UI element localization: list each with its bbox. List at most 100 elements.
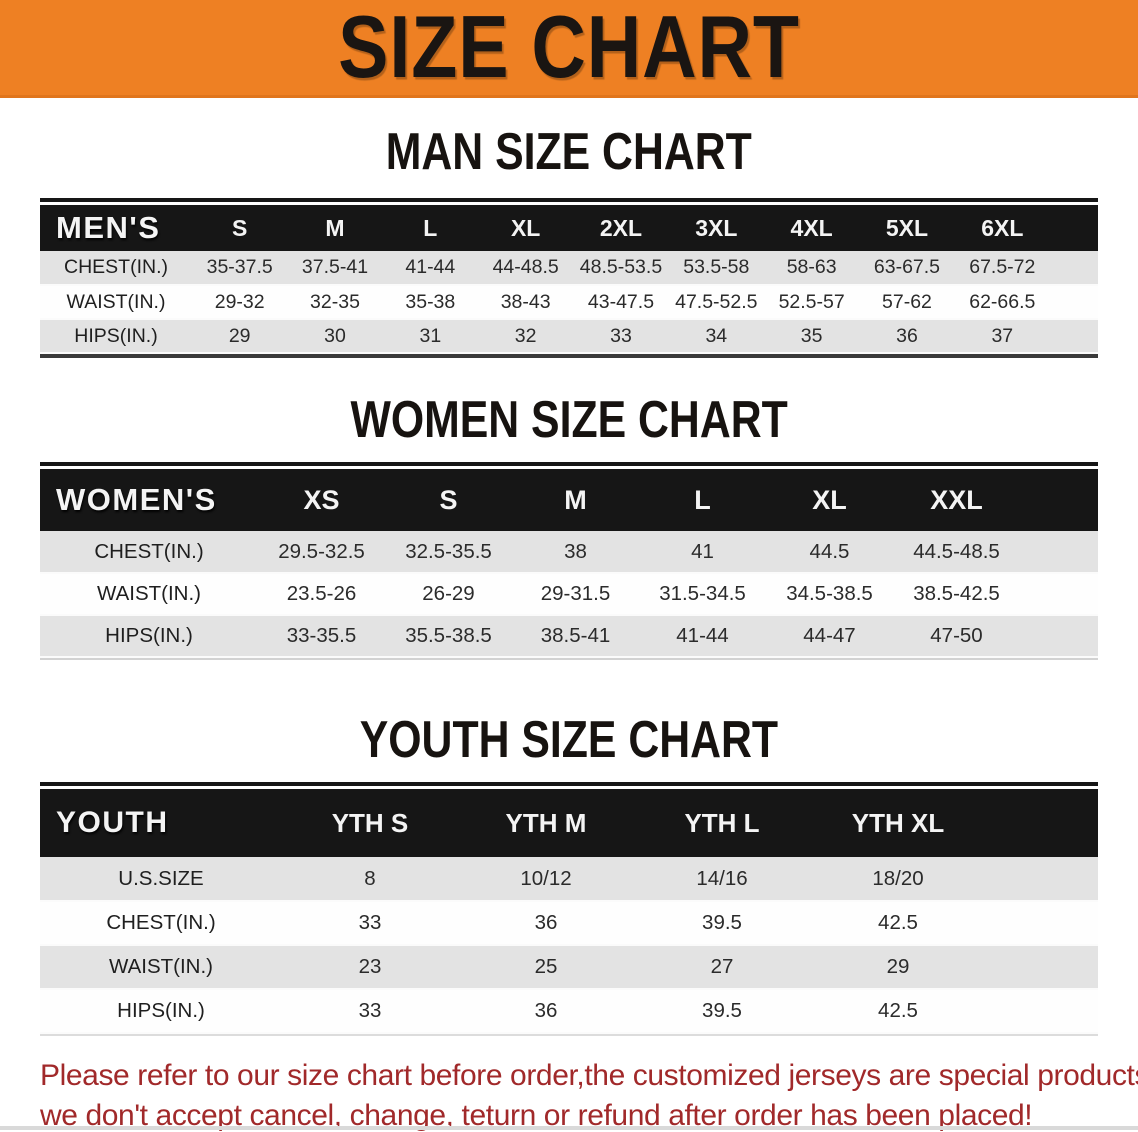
men-size-table: MEN'S S M L XL 2XL 3XL 4XL 5XL 6XL CHEST(IN.) 35-37… [40,205,1098,354]
banner: SIZE CHART [0,0,1138,98]
women-size-col-xxl: XXL [930,484,983,515]
men-row-waist-in: WAIST(IN.) 29-32 32-35 35-38 38-43 43-47.5 47.… [40,285,1098,320]
women-chest-in-xxl: 44.5-48.5 [893,531,1020,574]
women-row-filler [1020,573,1098,616]
youth-size-col-yth-xl: YTH XL [851,807,945,838]
women-waist-in-m: 29-31.5 [512,573,639,616]
women-size-table: WOMEN'S XS S M L XL XXL CHEST(IN.) 29.5-32.5 32.5… [40,469,1098,658]
women-size-col-l: L [694,484,711,515]
youth-table-title: YOUTH [56,806,169,839]
women-table-title: WOMEN'S [56,482,217,517]
women-size-col-xl: XL [812,484,847,515]
women-row-label-waist-in: WAIST(IN.) [40,573,258,616]
youth-row-u-s-size: U.S.SIZE 8 10/12 14/16 18/20 [40,857,1098,902]
youth-row-filler [986,857,1098,902]
page-title: SIZE CHART [338,0,800,97]
youth-row-filler [986,945,1098,990]
men-hips-in-s: 29 [192,319,288,354]
youth-row-hips-in: HIPS(IN.) 33 36 39.5 42.5 [40,989,1098,1034]
women-chest-in-s: 32.5-35.5 [385,531,512,574]
women-hips-in-l: 41-44 [639,615,766,658]
women-header-row: WOMEN'S XS S M L XL XXL [40,469,1098,531]
men-waist-in-3xl: 47.5-52.5 [668,285,764,320]
youth-waist-in-yth-l: 27 [634,945,810,990]
youth-hips-in-yth-l: 39.5 [634,989,810,1034]
women-waist-in-xs: 23.5-26 [258,573,385,616]
footer-notice-line1: Please refer to our size chart before or… [40,1059,1138,1092]
youth-row-filler [986,901,1098,946]
youth-row-filler [986,989,1098,1034]
men-size-col-4xl: 4XL [790,214,833,241]
men-chest-in-2xl: 48.5-53.5 [573,251,669,286]
youth-size-table-container: YOUTH YTH S YTH M YTH L YTH XL U.S.SIZE 8 10/12… [40,782,1098,1036]
bottom-divider [0,1126,1138,1130]
men-header-row: MEN'S S M L XL 2XL 3XL 4XL 5XL 6XL [40,205,1098,251]
youth-section-heading: YOUTH SIZE CHART [0,710,1138,768]
women-waist-in-s: 26-29 [385,573,512,616]
youth-waist-in-yth-s: 23 [282,945,458,990]
men-waist-in-4xl: 52.5-57 [763,285,860,320]
men-size-col-m: M [325,214,345,241]
youth-row-waist-in: WAIST(IN.) 23 25 27 29 [40,945,1098,990]
men-row-chest-in: CHEST(IN.) 35-37.5 37.5-41 41-44 44-48.5 48.5… [40,251,1098,286]
youth-u-s-size-yth-xl: 18/20 [810,857,986,902]
men-chest-in-6xl: 67.5-72 [954,251,1050,286]
men-chest-in-m: 37.5-41 [287,251,383,286]
women-row-label-hips-in: HIPS(IN.) [40,615,258,658]
women-size-col-xs: XS [303,484,340,515]
women-chest-in-l: 41 [639,531,766,574]
men-hips-in-xl: 32 [477,319,574,354]
men-waist-in-xl: 38-43 [477,285,574,320]
men-chest-in-3xl: 53.5-58 [668,251,764,286]
men-row-hips-in: HIPS(IN.) 29 30 31 32 33 34 35 36 37 [40,319,1098,354]
men-hips-in-2xl: 33 [573,319,669,354]
women-section-heading: WOMEN SIZE CHART [0,389,1138,449]
men-chest-in-s: 35-37.5 [192,251,288,286]
men-row-filler [1050,285,1098,320]
men-row-label-hips-in: HIPS(IN.) [40,319,192,354]
men-hips-in-4xl: 35 [763,319,860,354]
women-header-filler [1020,469,1098,531]
youth-waist-in-yth-xl: 29 [810,945,986,990]
youth-chest-in-yth-xl: 42.5 [810,901,986,946]
youth-u-s-size-yth-s: 8 [282,857,458,902]
women-chest-in-xl: 44.5 [766,531,893,574]
men-size-col-5xl: 5XL [885,214,929,241]
youth-size-col-yth-l: YTH L [684,807,760,838]
youth-chest-in-yth-l: 39.5 [634,901,810,946]
women-hips-in-m: 38.5-41 [512,615,639,658]
men-row-label-chest-in: CHEST(IN.) [40,251,192,286]
women-waist-in-xxl: 38.5-42.5 [893,573,1020,616]
men-waist-in-6xl: 62-66.5 [954,285,1050,320]
men-size-col-l: L [423,214,438,241]
men-table-title: MEN'S [56,210,161,245]
youth-header-filler [986,789,1098,857]
women-section-heading-text: WOMEN SIZE CHART [350,389,788,449]
youth-hips-in-yth-xl: 42.5 [810,989,986,1034]
youth-row-label-u-s-size: U.S.SIZE [40,857,282,902]
women-hips-in-xs: 33-35.5 [258,615,385,658]
youth-row-label-waist-in: WAIST(IN.) [40,945,282,990]
youth-hips-in-yth-s: 33 [282,989,458,1034]
men-size-table-container: MEN'S S M L XL 2XL 3XL 4XL 5XL 6XL CHEST(IN.) 35-37… [40,198,1098,358]
men-row-label-waist-in: WAIST(IN.) [40,285,192,320]
men-size-col-s: S [231,214,248,241]
women-size-col-s: S [439,484,458,515]
men-row-filler [1050,251,1098,286]
women-row-chest-in: CHEST(IN.) 29.5-32.5 32.5-35.5 38 41 44.5 44.5… [40,531,1098,574]
men-waist-in-s: 29-32 [192,285,288,320]
men-size-col-xl: XL [510,214,541,241]
women-waist-in-l: 31.5-34.5 [639,573,766,616]
men-waist-in-5xl: 57-62 [859,285,955,320]
men-waist-in-l: 35-38 [382,285,478,320]
men-chest-in-l: 41-44 [382,251,478,286]
youth-hips-in-yth-m: 36 [458,989,634,1034]
youth-waist-in-yth-m: 25 [458,945,634,990]
women-row-filler [1020,615,1098,658]
men-header-filler [1050,205,1098,251]
men-size-col-2xl: 2XL [599,214,643,241]
youth-u-s-size-yth-m: 10/12 [458,857,634,902]
footer-notice: Please refer to our size chart before or… [40,1036,1138,1132]
men-hips-in-5xl: 36 [859,319,955,354]
